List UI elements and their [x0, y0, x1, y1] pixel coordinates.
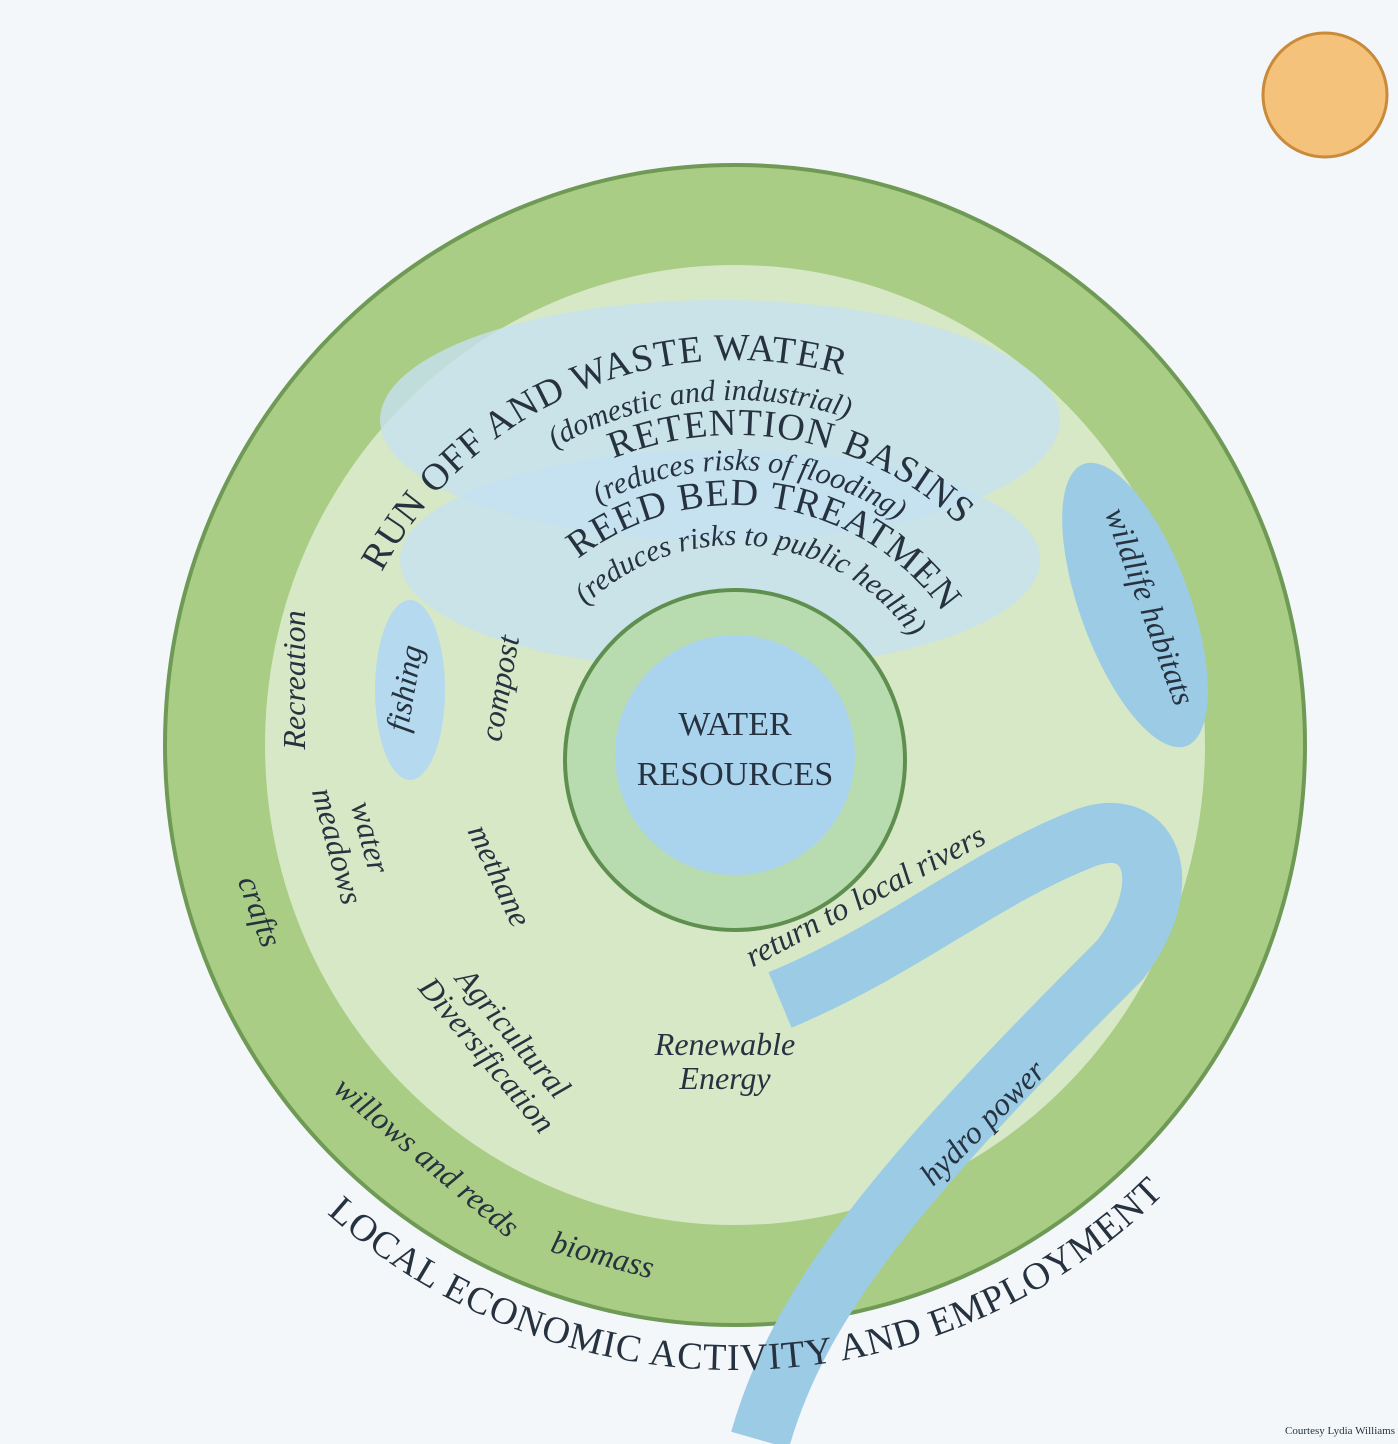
use-label: Recreation — [276, 610, 312, 750]
center-label: WATER — [678, 706, 792, 743]
pond — [615, 635, 855, 875]
credit: Courtesy Lydia Williams — [1285, 1425, 1395, 1437]
use-line: Renewable — [654, 1026, 795, 1062]
reed-bed — [400, 450, 1040, 670]
wildlife-pond — [1062, 462, 1208, 748]
use-label: Renewable Energy — [654, 1026, 795, 1096]
sun — [1261, 31, 1389, 159]
river — [731, 803, 1183, 1444]
center-label: RESOURCES — [637, 756, 834, 793]
use-label: watermeadows — [305, 775, 403, 908]
fishing-pond — [375, 600, 445, 780]
use-line: Energy — [678, 1060, 771, 1096]
